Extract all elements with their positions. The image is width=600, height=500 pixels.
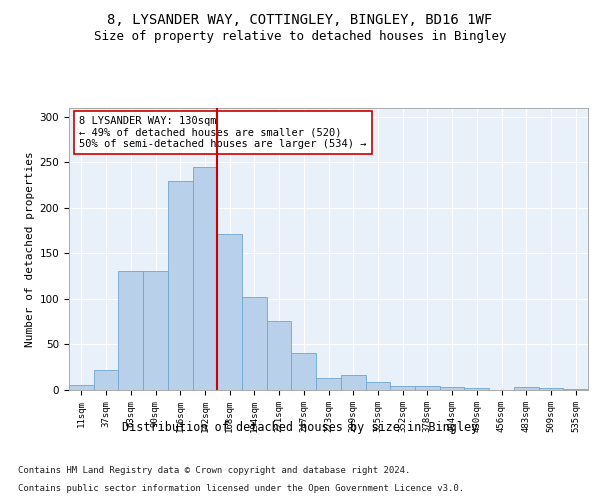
Bar [242,297,267,390]
Bar [563,389,588,390]
Bar [267,320,292,390]
Bar [365,382,390,390]
Bar [292,352,316,390]
Bar [464,388,489,390]
Text: Contains public sector information licensed under the Open Government Licence v3: Contains public sector information licen… [18,484,464,493]
Bar [514,388,539,390]
Bar [316,378,341,390]
Bar [217,234,242,390]
Bar [94,370,118,390]
Bar [341,374,365,390]
Text: Distribution of detached houses by size in Bingley: Distribution of detached houses by size … [122,421,478,434]
Text: Contains HM Land Registry data © Crown copyright and database right 2024.: Contains HM Land Registry data © Crown c… [18,466,410,475]
Bar [440,388,464,390]
Bar [118,270,143,390]
Bar [193,166,217,390]
Bar [168,182,193,390]
Bar [69,386,94,390]
Text: 8 LYSANDER WAY: 130sqm
← 49% of detached houses are smaller (520)
50% of semi-de: 8 LYSANDER WAY: 130sqm ← 49% of detached… [79,116,367,149]
Bar [539,388,563,390]
Bar [415,386,440,390]
Bar [390,386,415,390]
Text: Size of property relative to detached houses in Bingley: Size of property relative to detached ho… [94,30,506,43]
Text: 8, LYSANDER WAY, COTTINGLEY, BINGLEY, BD16 1WF: 8, LYSANDER WAY, COTTINGLEY, BINGLEY, BD… [107,12,493,26]
Y-axis label: Number of detached properties: Number of detached properties [25,151,35,346]
Bar [143,270,168,390]
